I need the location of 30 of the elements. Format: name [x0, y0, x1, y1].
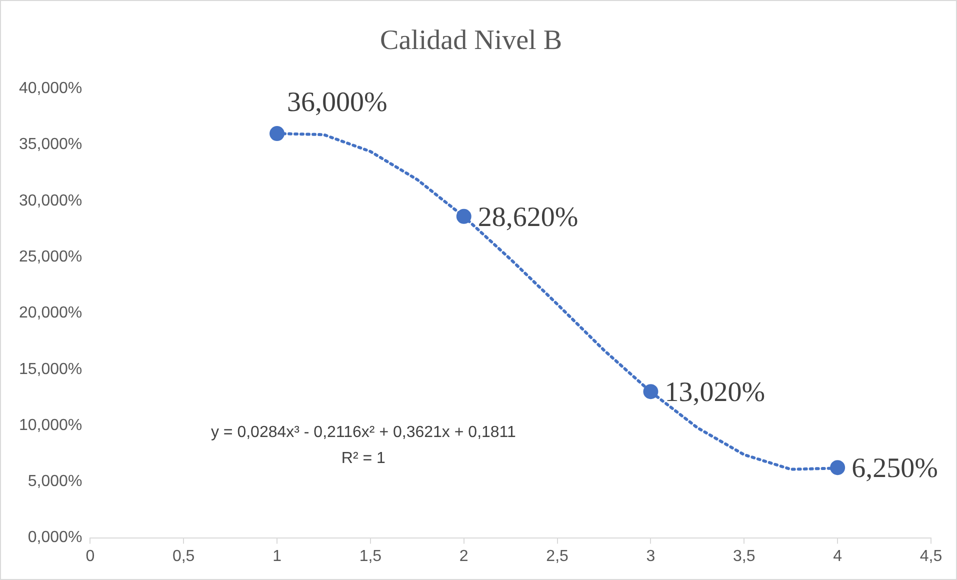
chart-title: Calidad Nivel B: [380, 25, 562, 56]
y-tick-label: 15,000%: [18, 360, 82, 378]
annotation: R² = 1: [341, 450, 386, 468]
data-label: 36,000%: [287, 86, 388, 118]
y-tick-label: 40,000%: [18, 80, 82, 98]
y-tick-label: 0,000%: [28, 529, 82, 546]
data-label: 13,020%: [664, 376, 766, 408]
annotation: y = 0,0284x³ - 0,2116x² + 0,3621x + 0,1811: [210, 424, 516, 442]
data-label: 6,250%: [852, 452, 938, 484]
x-tick-label: 3,5: [733, 548, 756, 565]
point: [643, 384, 658, 400]
point: [830, 460, 846, 476]
x-tick-label: 4,5: [920, 548, 942, 565]
x-tick-label: 0,5: [172, 548, 195, 565]
y-tick-label: 30,000%: [18, 192, 82, 210]
x-tick-label: 0: [86, 548, 95, 565]
y-tick-label: 5,000%: [28, 473, 82, 490]
x-tick-label: 1,5: [359, 548, 382, 565]
x-tick-label: 4: [833, 548, 842, 565]
x-tick-label: 3: [646, 548, 656, 565]
y-tick-label: 25,000%: [18, 248, 82, 266]
y-tick-label: 20,000%: [18, 304, 82, 322]
x-tick-label: 2: [459, 548, 468, 565]
x-tick-label: 2,5: [546, 548, 569, 565]
point: [270, 126, 285, 142]
data-label: 28,620%: [478, 202, 578, 233]
y-tick-label: 10,000%: [18, 416, 82, 434]
point: [456, 208, 472, 224]
x-tick-label: 1: [272, 548, 282, 565]
y-tick-label: 35,000%: [18, 136, 82, 154]
